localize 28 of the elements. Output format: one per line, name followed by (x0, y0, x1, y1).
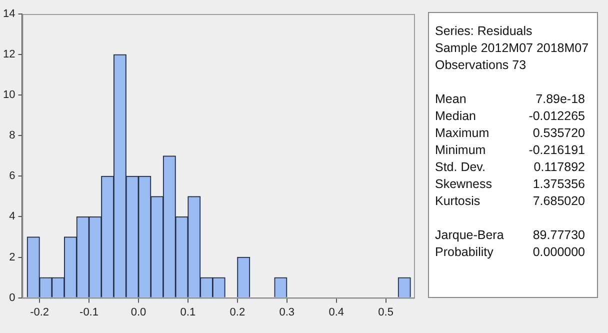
x-tick-label: -0.2 (30, 306, 50, 318)
x-tick-label: 0.3 (279, 306, 295, 318)
y-tick-label: 12 (2, 48, 16, 61)
text: Median -0.012265 (435, 109, 585, 123)
y-tick-label: 0 (9, 292, 16, 304)
text: Jarque-Bera 89.77730 (435, 228, 585, 242)
y-tick-label: 8 (9, 130, 16, 142)
x-tick-label: 0.4 (328, 306, 344, 318)
x-tick-label: 0.1 (180, 306, 196, 318)
x-tick-label: 0.2 (230, 306, 246, 318)
y-tick-label: 10 (2, 89, 16, 102)
text: Std. Dev. 0.117892 (435, 160, 585, 174)
x-tick-label: 0.5 (378, 306, 394, 318)
y-tick-label: 2 (9, 251, 16, 264)
text: Kurtosis 7.685020 (435, 194, 585, 208)
text: Series: Residuals (435, 23, 534, 40)
text: Minimum -0.216191 (435, 143, 585, 157)
y-tick-label: 6 (9, 170, 16, 182)
text: Maximum 0.535720 (435, 126, 585, 140)
text: Sample 2012M07 2018M07 (435, 40, 590, 57)
x-tick-label: 0.0 (130, 306, 146, 318)
x-tick-label: -0.1 (80, 306, 98, 318)
text: Probability 0.000000 (435, 245, 585, 259)
text: Skewness 1.375356 (435, 177, 585, 191)
y-tick-label: 4 (9, 210, 16, 223)
text: Mean 7.89e-18 (435, 92, 585, 106)
text: Observations 73 (435, 57, 528, 74)
y-tick-label: 14 (2, 8, 16, 20)
